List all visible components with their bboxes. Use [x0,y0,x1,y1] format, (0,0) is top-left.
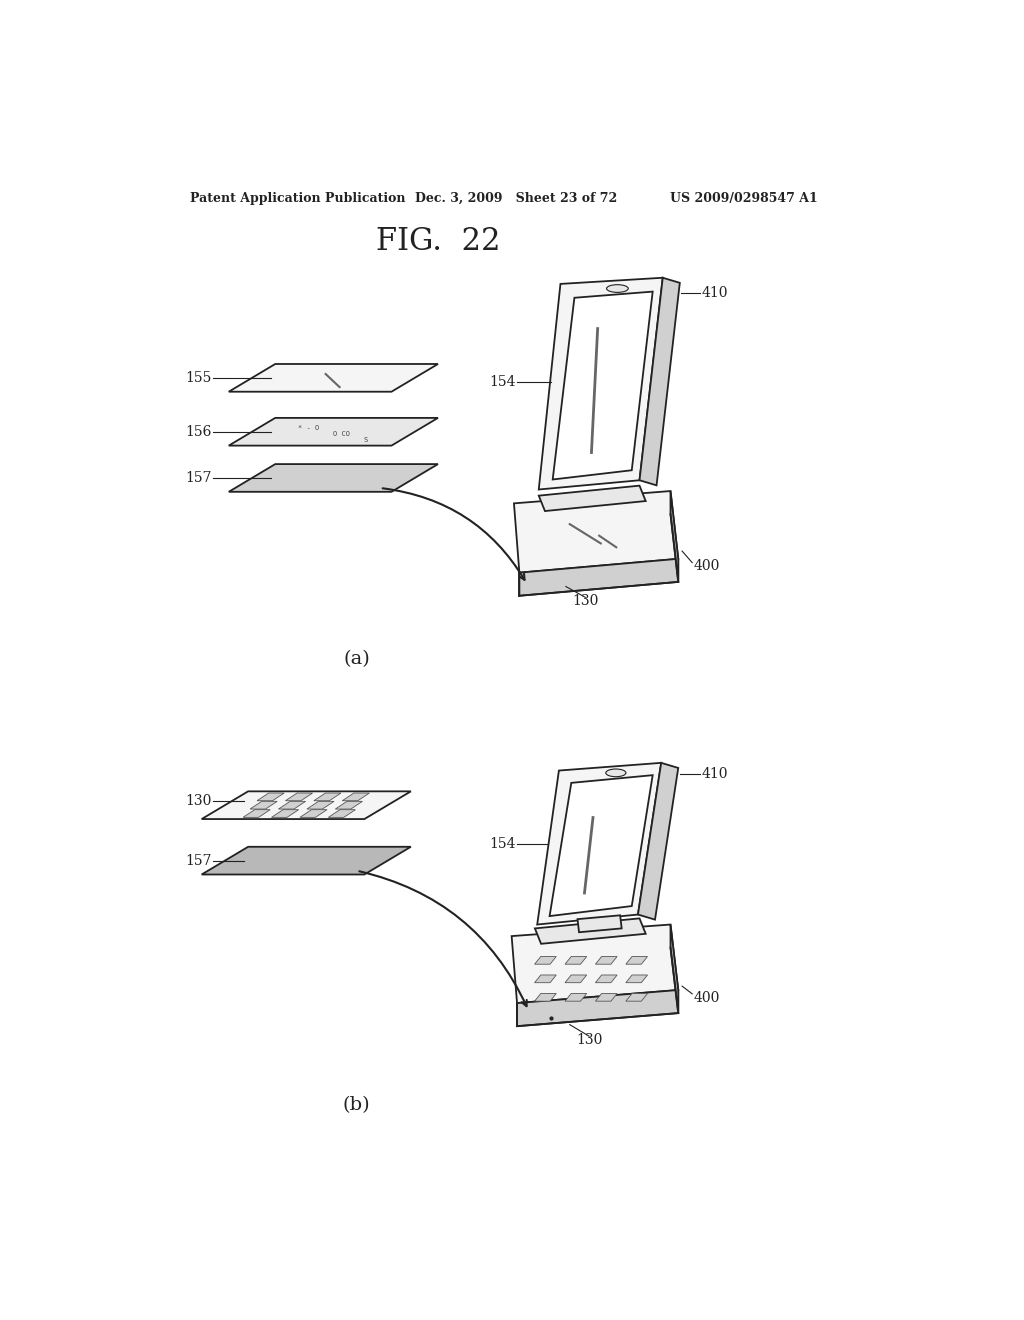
Polygon shape [626,957,647,964]
Polygon shape [286,793,312,801]
Polygon shape [578,915,622,932]
Polygon shape [539,486,646,511]
Polygon shape [553,292,652,479]
Polygon shape [307,801,334,809]
Polygon shape [243,809,270,817]
Text: 157: 157 [185,854,212,867]
Polygon shape [671,924,678,1014]
Text: Patent Application Publication: Patent Application Publication [190,191,406,205]
Polygon shape [640,277,680,486]
Polygon shape [512,924,678,1003]
Text: Dec. 3, 2009   Sheet 23 of 72: Dec. 3, 2009 Sheet 23 of 72 [415,191,617,205]
Polygon shape [202,792,411,818]
Text: US 2009/0298547 A1: US 2009/0298547 A1 [671,191,818,205]
Polygon shape [538,763,662,924]
Polygon shape [517,990,678,1026]
Polygon shape [250,801,278,809]
Text: 130: 130 [185,795,212,808]
Polygon shape [595,994,617,1001]
Polygon shape [342,793,370,801]
Polygon shape [535,957,556,964]
Text: 157: 157 [185,471,212,484]
Text: * - O: * - O [298,425,318,430]
Polygon shape [565,994,587,1001]
Text: O CO: O CO [333,432,349,437]
Polygon shape [519,558,678,595]
Polygon shape [202,847,411,875]
Text: 156: 156 [185,425,212,438]
Polygon shape [535,919,646,944]
Polygon shape [539,277,663,490]
Polygon shape [535,994,556,1001]
Text: 130: 130 [572,594,598,609]
Text: 154: 154 [489,837,515,850]
Ellipse shape [606,285,629,293]
Polygon shape [335,801,362,809]
Polygon shape [329,809,355,817]
Polygon shape [638,763,678,920]
Polygon shape [626,975,647,982]
Text: FIG.  22: FIG. 22 [376,226,501,257]
Polygon shape [626,994,647,1001]
Text: 400: 400 [693,991,720,1005]
Polygon shape [565,957,587,964]
Polygon shape [300,809,327,817]
Text: 130: 130 [575,1034,602,1047]
Polygon shape [257,793,285,801]
Polygon shape [535,975,556,982]
Text: 410: 410 [701,286,728,300]
Polygon shape [595,975,617,982]
Text: (b): (b) [343,1097,371,1114]
Text: 410: 410 [701,767,728,781]
Polygon shape [550,775,652,916]
Polygon shape [671,491,678,582]
Text: 154: 154 [489,375,515,388]
Text: S: S [364,437,368,444]
Polygon shape [271,809,299,817]
Polygon shape [228,418,438,446]
Polygon shape [279,801,305,809]
Polygon shape [228,364,438,392]
Ellipse shape [606,770,626,776]
Polygon shape [314,793,341,801]
Text: 400: 400 [693,560,720,573]
Polygon shape [228,465,438,492]
Polygon shape [595,957,617,964]
Polygon shape [565,975,587,982]
Polygon shape [514,491,678,573]
Text: 155: 155 [185,371,212,385]
Text: (a): (a) [343,649,370,668]
